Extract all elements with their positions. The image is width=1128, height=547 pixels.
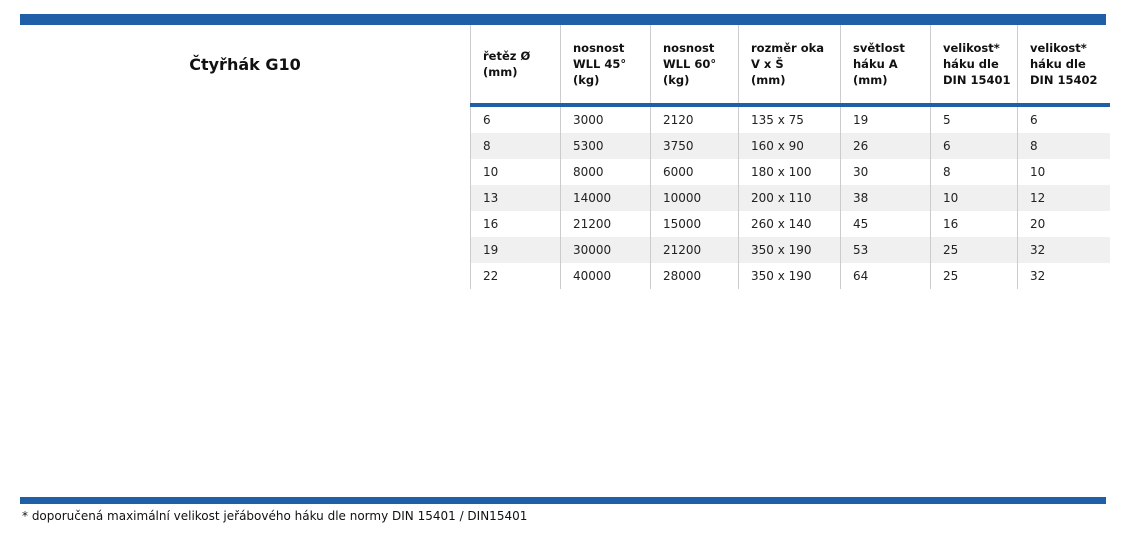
table-cell: 32 [1017, 237, 1110, 263]
table-cell: 160 x 90 [738, 133, 840, 159]
table-cell: 8 [930, 159, 1017, 185]
table-cell: 25 [930, 263, 1017, 289]
table-row: 22 40000 28000 350 x 190 64 25 32 [470, 263, 1110, 289]
table-cell: 40000 [560, 263, 650, 289]
table-cell: 10000 [650, 185, 738, 211]
column-header: velikost* háku dle DIN 15402 [1017, 25, 1110, 103]
table-row: 10 8000 6000 180 x 100 30 8 10 [470, 159, 1110, 185]
table-cell: 21200 [650, 237, 738, 263]
table-cell: 30000 [560, 237, 650, 263]
column-header: velikost* háku dle DIN 15401 [930, 25, 1017, 103]
bottom-divider-bar [20, 497, 1106, 504]
table-cell: 5 [930, 107, 1017, 133]
top-divider-bar [20, 14, 1106, 25]
table-body: 6 3000 2120 135 x 75 19 5 6 8 5300 3750 160 x 90 26… [470, 107, 1110, 289]
table-cell: 28000 [650, 263, 738, 289]
header-underline [470, 103, 1110, 107]
table-row: 8 5300 3750 160 x 90 26 6 8 [470, 133, 1110, 159]
table-cell: 350 x 190 [738, 263, 840, 289]
column-header: řetěz Ø (mm) [470, 25, 560, 103]
table-cell: 16 [930, 211, 1017, 237]
table-cell: 19 [840, 107, 930, 133]
table-cell: 350 x 190 [738, 237, 840, 263]
table-cell: 15000 [650, 211, 738, 237]
table-cell: 13 [470, 185, 560, 211]
table-header-row: řetěz Ø (mm) nosnost WLL 45° (kg) nosnost … [470, 25, 1110, 103]
table-cell: 64 [840, 263, 930, 289]
table-cell: 260 x 140 [738, 211, 840, 237]
table-cell: 6 [1017, 107, 1110, 133]
table-cell: 3750 [650, 133, 738, 159]
table-cell: 8000 [560, 159, 650, 185]
table-cell: 2120 [650, 107, 738, 133]
table-cell: 10 [930, 185, 1017, 211]
table-cell: 45 [840, 211, 930, 237]
table-cell: 32 [1017, 263, 1110, 289]
table-cell: 26 [840, 133, 930, 159]
table-row: 19 30000 21200 350 x 190 53 25 32 [470, 237, 1110, 263]
table-cell: 10 [470, 159, 560, 185]
table-cell: 12 [1017, 185, 1110, 211]
table-cell: 8 [470, 133, 560, 159]
table-cell: 3000 [560, 107, 650, 133]
table-cell: 20 [1017, 211, 1110, 237]
table-cell: 16 [470, 211, 560, 237]
table-cell: 6 [470, 107, 560, 133]
column-header: nosnost WLL 60° (kg) [650, 25, 738, 103]
table-cell: 200 x 110 [738, 185, 840, 211]
table-cell: 180 x 100 [738, 159, 840, 185]
table-row: 16 21200 15000 260 x 140 45 16 20 [470, 211, 1110, 237]
table-row: 13 14000 10000 200 x 110 38 10 12 [470, 185, 1110, 211]
table-cell: 38 [840, 185, 930, 211]
spec-table: řetěz Ø (mm) nosnost WLL 45° (kg) nosnost … [470, 25, 1110, 289]
column-header: světlost háku A (mm) [840, 25, 930, 103]
product-title: Čtyřhák G10 [189, 54, 301, 74]
table-cell: 135 x 75 [738, 107, 840, 133]
column-header: nosnost WLL 45° (kg) [560, 25, 650, 103]
table-cell: 6 [930, 133, 1017, 159]
table-cell: 5300 [560, 133, 650, 159]
table-cell: 8 [1017, 133, 1110, 159]
column-header: rozměr oka V x Š (mm) [738, 25, 840, 103]
table-cell: 30 [840, 159, 930, 185]
table-row: 6 3000 2120 135 x 75 19 5 6 [470, 107, 1110, 133]
table-cell: 53 [840, 237, 930, 263]
table-cell: 14000 [560, 185, 650, 211]
table-cell: 22 [470, 263, 560, 289]
table-cell: 21200 [560, 211, 650, 237]
footnote: * doporučená maximální velikost jeřábové… [22, 509, 528, 523]
table-cell: 6000 [650, 159, 738, 185]
table-cell: 19 [470, 237, 560, 263]
table-cell: 25 [930, 237, 1017, 263]
table-cell: 10 [1017, 159, 1110, 185]
